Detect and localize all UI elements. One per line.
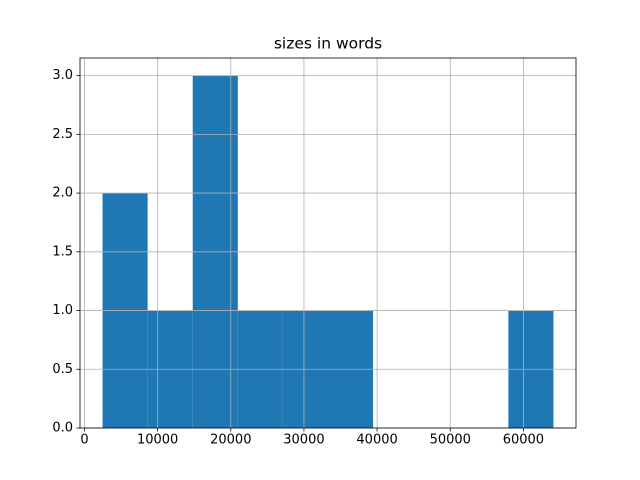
y-tick-label: 1.5 bbox=[52, 244, 73, 259]
y-tick-label: 3.0 bbox=[52, 68, 73, 83]
y-tick-label: 0.0 bbox=[52, 421, 73, 436]
x-tick-label: 30000 bbox=[283, 433, 324, 448]
y-tick-label: 1.0 bbox=[52, 303, 73, 318]
x-tick-label: 60000 bbox=[503, 433, 544, 448]
y-tick-label: 0.5 bbox=[52, 362, 73, 377]
x-tick-label: 0 bbox=[80, 433, 88, 448]
x-tick-label: 40000 bbox=[356, 433, 397, 448]
y-tick-label: 2.0 bbox=[52, 186, 73, 201]
plot-frame bbox=[79, 57, 577, 429]
chart-title: sizes in words bbox=[274, 35, 382, 53]
x-tick-label: 10000 bbox=[137, 433, 178, 448]
x-tick-label: 20000 bbox=[210, 433, 251, 448]
x-tick-label: 50000 bbox=[430, 433, 471, 448]
y-tick-label: 2.5 bbox=[52, 127, 73, 142]
